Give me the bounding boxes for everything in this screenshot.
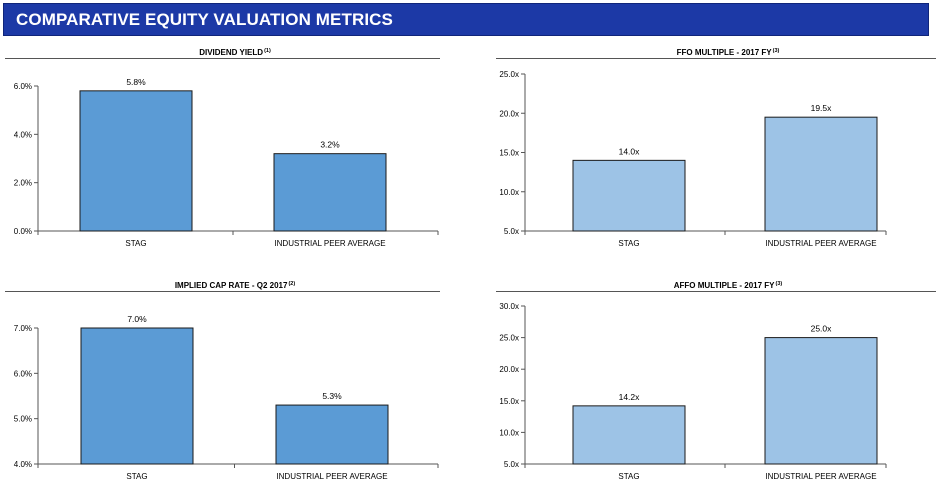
y-tick-label: 5.0x — [504, 227, 519, 236]
y-tick-label: 30.0x — [499, 302, 519, 311]
category-label: STAG — [618, 239, 639, 248]
chart-svg: 5.0x 10.0x 15.0x 20.0x 25.0x 30.0x 14.2x STAG 25… — [499, 302, 887, 481]
y-tick-label: 10.0x — [499, 428, 519, 437]
bar — [764, 116, 878, 232]
bar-value-label: 7.0% — [127, 314, 147, 324]
y-tick-label: 15.0x — [499, 397, 519, 406]
category-label: INDUSTRIAL PEER AVERAGE — [276, 472, 387, 481]
bar — [572, 159, 686, 232]
chart-footnote: (2) — [288, 281, 296, 287]
chart-title: DIVIDEND YIELD — [199, 48, 264, 57]
title-rule — [496, 291, 936, 292]
chart-panel-ffo-multiple: FFO MULTIPLE - 2017 FY(3) 5.0x 10.0x 15.0x… — [478, 46, 936, 261]
category-label: STAG — [618, 472, 639, 481]
y-tick-label: 25.0x — [499, 70, 519, 79]
y-tick-label: 20.0x — [499, 365, 519, 374]
y-tick-label: 7.0% — [14, 324, 32, 333]
chart-title: FFO MULTIPLE - 2017 FY — [676, 48, 772, 57]
y-tick-label: 2.0% — [14, 179, 32, 188]
y-tick-label: 10.0x — [499, 188, 519, 197]
bar — [764, 337, 878, 465]
bar-value-label: 14.0x — [619, 146, 641, 156]
category-label: INDUSTRIAL PEER AVERAGE — [274, 239, 385, 248]
page-title: COMPARATIVE EQUITY VALUATION METRICS — [16, 10, 393, 29]
y-tick-label: 15.0x — [499, 149, 519, 158]
y-tick-label: 5.0x — [504, 460, 519, 469]
chart-svg: 5.0x 10.0x 15.0x 20.0x 25.0x 14.0x STAG 19.5x IN… — [499, 70, 887, 248]
y-tick-label: 4.0% — [14, 460, 32, 469]
title-rule — [5, 58, 440, 59]
bar — [273, 153, 387, 232]
bar-value-label: 14.2x — [619, 392, 641, 402]
chart-footnote: (1) — [264, 48, 271, 54]
y-tick-label: 25.0x — [499, 334, 519, 343]
bar — [79, 90, 193, 232]
chart-footnote: (3) — [772, 48, 780, 54]
y-tick-label: 0.0% — [14, 227, 32, 236]
chart-svg: 4.0% 5.0% 6.0% 7.0% 7.0% STAG 5.3% INDUSTRIAL P… — [14, 314, 439, 481]
chart-svg: 0.0% 2.0% 4.0% 6.0% 5.8% STAG 3.2% INDUSTRIAL P… — [14, 77, 439, 248]
bar-value-label: 5.8% — [126, 77, 146, 87]
bar-value-label: 3.2% — [320, 140, 340, 150]
bar — [80, 327, 194, 465]
y-tick-label: 6.0% — [14, 369, 32, 378]
category-label: INDUSTRIAL PEER AVERAGE — [765, 472, 876, 481]
chart-title: AFFO MULTIPLE - 2017 FY — [673, 281, 775, 290]
title-rule — [496, 58, 936, 59]
y-tick-label: 5.0% — [14, 415, 32, 424]
bar — [275, 404, 389, 465]
chart-title: IMPLIED CAP RATE - Q2 2017 — [174, 281, 288, 290]
category-label: INDUSTRIAL PEER AVERAGE — [765, 239, 876, 248]
y-tick-label: 4.0% — [14, 130, 32, 139]
chart-footnote: (3) — [775, 281, 783, 287]
bar — [572, 405, 686, 465]
y-tick-label: 20.0x — [499, 109, 519, 118]
bar-value-label: 19.5x — [811, 103, 833, 113]
header-banner: COMPARATIVE EQUITY VALUATION METRICS — [3, 3, 929, 36]
category-label: STAG — [125, 239, 146, 248]
title-rule — [5, 291, 440, 292]
chart-panel-dividend-yield: DIVIDEND YIELD(1) 0.0% 2.0% 4.0% 6.0% 5.8% ST… — [0, 46, 460, 261]
chart-panel-affo-multiple: AFFO MULTIPLE - 2017 FY(3) 5.0x 10.0x 15.0… — [478, 279, 936, 494]
category-label: STAG — [126, 472, 147, 481]
bar-value-label: 25.0x — [811, 324, 833, 334]
bar-value-label: 5.3% — [322, 391, 342, 401]
chart-panel-implied-cap-rate: IMPLIED CAP RATE - Q2 2017(2) 4.0% 5.0% 6.… — [0, 279, 460, 494]
y-tick-label: 6.0% — [14, 82, 32, 91]
